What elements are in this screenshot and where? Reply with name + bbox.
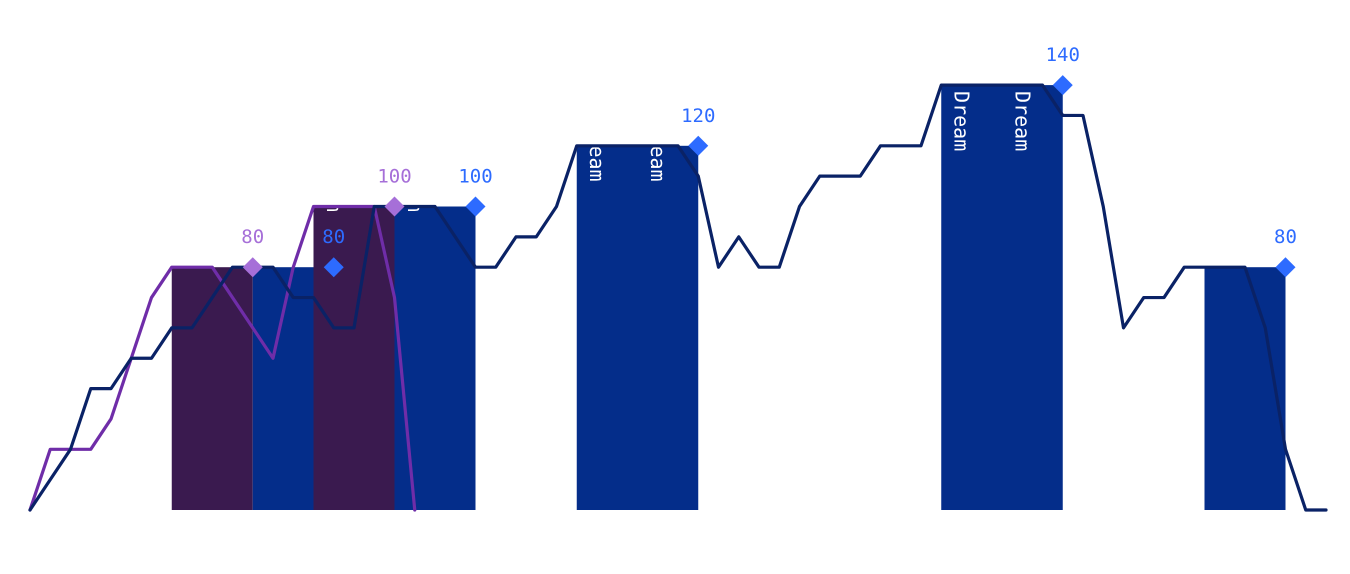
bar-text-6: Dream [950, 91, 974, 151]
bar-text-5: Dream [646, 121, 670, 181]
bar-3 [394, 206, 476, 510]
bar-5 [941, 85, 1063, 510]
bar-0 [171, 267, 253, 510]
bar-text-4: Dream [585, 121, 609, 181]
marker-0 [242, 257, 263, 278]
marker-3 [465, 196, 486, 217]
bar-text-layer: Dream Dream Dream Dream Dream Dream Dream Dream… [180, 91, 1237, 242]
markers-layer [242, 75, 1296, 278]
value-label-3: 100 [458, 166, 492, 188]
value-label-6: 80 [1274, 226, 1297, 248]
bar-text-7: Dream [1010, 91, 1034, 151]
bar-text-8: Dream [1213, 182, 1237, 242]
bar-text-2: Dream [322, 152, 346, 212]
bar-text-3: Dream [403, 152, 427, 212]
bar-text-1: Dream [241, 182, 265, 242]
bar-2 [313, 206, 395, 510]
marker-4 [688, 135, 709, 156]
bar-text-0: Dream [180, 182, 204, 242]
bar-6 [1204, 267, 1286, 510]
value-label-5: 140 [1046, 44, 1080, 66]
value-label-4: 120 [681, 105, 715, 127]
value-label-1: 80 [322, 226, 345, 248]
marker-6 [1275, 257, 1296, 278]
value-label-2: 100 [377, 166, 411, 188]
bar-4 [576, 145, 699, 511]
marker-2 [384, 196, 405, 217]
marker-1 [323, 257, 344, 278]
marker-5 [1052, 75, 1073, 96]
labels-layer: 80 80 100 100 120 140 80 [241, 44, 1297, 248]
value-label-0: 80 [241, 226, 264, 248]
